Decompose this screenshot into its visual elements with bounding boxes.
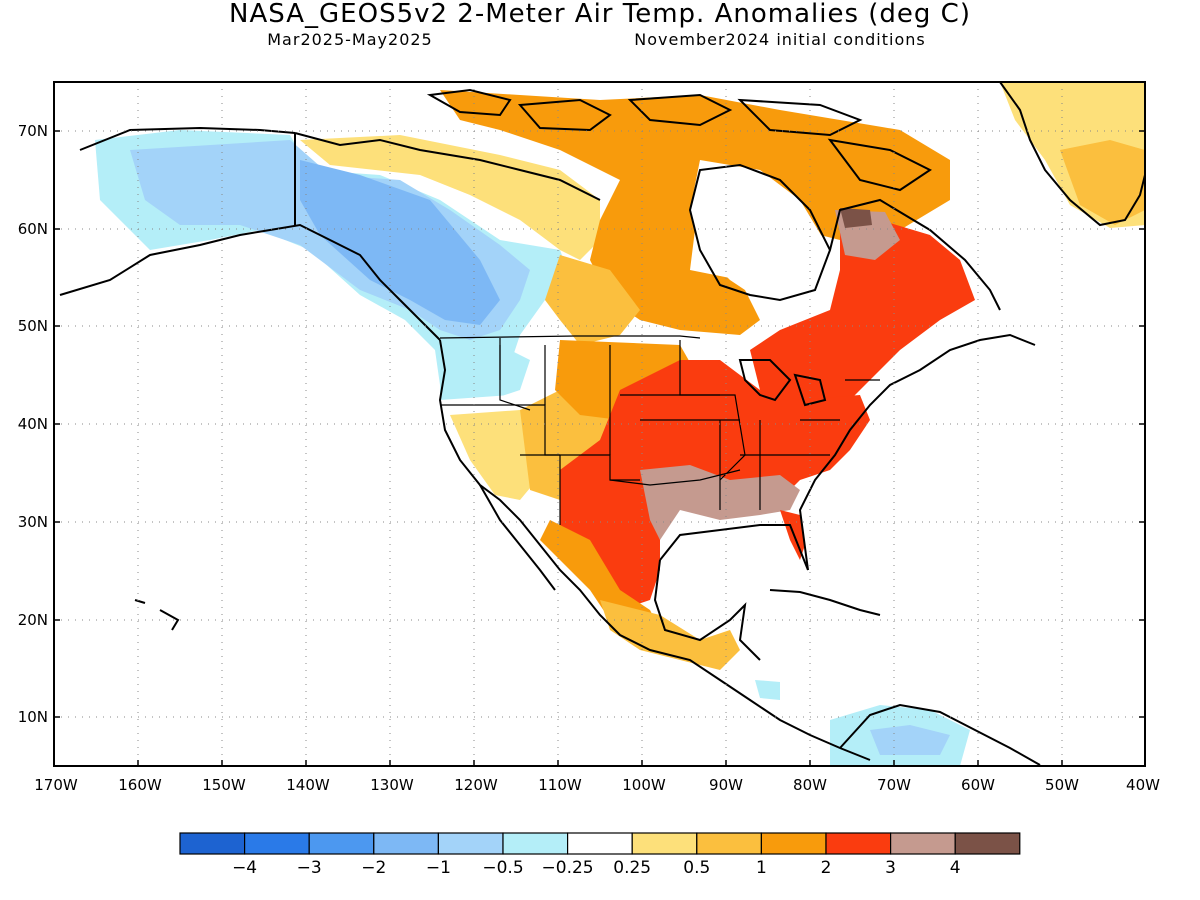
- lon-label-160w: 160W: [118, 776, 162, 794]
- lon-label-90w: 90W: [709, 776, 743, 794]
- lon-label-60w: 60W: [961, 776, 995, 794]
- map-subtitle-period: Mar2025-May2025: [267, 30, 432, 49]
- lon-label-100w: 100W: [622, 776, 666, 794]
- lon-label-40w: 40W: [1126, 776, 1160, 794]
- central-america-cool: [755, 680, 780, 700]
- colorbar-label: 0.5: [683, 858, 710, 878]
- lat-label-20n: 20N: [18, 611, 48, 629]
- colorbar-swatch: [954, 832, 1021, 855]
- anomaly-field: [95, 82, 1145, 766]
- colorbar-swatch: [825, 832, 892, 855]
- lon-label-140w: 140W: [286, 776, 330, 794]
- colorbar-label: −1: [426, 858, 451, 878]
- colorbar-label: 1: [756, 858, 767, 878]
- axis-ticks: [54, 130, 1145, 766]
- lon-label-50w: 50W: [1045, 776, 1079, 794]
- colorbar-label: −2: [361, 858, 386, 878]
- colorbar-swatch: [502, 832, 569, 855]
- lat-label-60n: 60N: [18, 220, 48, 238]
- colorbar-swatch: [373, 832, 439, 855]
- map-subtitle-conditions: November2024 initial conditions: [634, 30, 925, 49]
- lon-label-170w: 170W: [34, 776, 78, 794]
- alaska-cold-strong: [300, 160, 500, 325]
- colorbar-label: −4: [232, 858, 257, 878]
- lon-label-120w: 120W: [454, 776, 498, 794]
- colorbar-swatch: [566, 832, 633, 855]
- colorbar-swatch: [889, 832, 956, 855]
- lon-label-80w: 80W: [793, 776, 827, 794]
- colorbar-swatch: [244, 832, 310, 855]
- coastlines: [59, 82, 1145, 766]
- lat-label-40n: 40N: [18, 415, 48, 433]
- lon-label-150w: 150W: [202, 776, 246, 794]
- colorbar-label: 4: [950, 858, 961, 878]
- colorbar-swatch: [631, 832, 698, 855]
- colorbar-swatch: [696, 832, 762, 855]
- labrador-darkbrown: [840, 208, 872, 228]
- colorbar-label: −0.25: [542, 858, 594, 878]
- arctic-warm-region: [300, 135, 600, 260]
- mexico-warm-light: [600, 600, 740, 670]
- hudson-bay-area: [690, 160, 830, 300]
- colorbar: −4 −3 −2 −1 −0.5 −0.25 0.25 0.5 1 2 3 4: [179, 832, 1021, 878]
- lon-label-130w: 130W: [370, 776, 414, 794]
- political-borders: [439, 335, 880, 525]
- colorbar-swatch: [437, 832, 504, 855]
- map-title: NASA_GEOS5v2 2-Meter Air Temp. Anomalies…: [229, 0, 971, 29]
- greenland-warm-core: [1060, 140, 1145, 225]
- colorbar-swatch: [308, 832, 375, 855]
- colorbar-label: 3: [885, 858, 896, 878]
- canada-light-warm: [545, 255, 640, 345]
- colorbar-label: 0.25: [613, 858, 651, 878]
- lon-label-70w: 70W: [877, 776, 911, 794]
- longitude-labels: 170W 160W 150W 140W 130W 120W 110W 100W …: [34, 776, 1160, 794]
- colorbar-label: −3: [297, 858, 322, 878]
- eastern-canada-hot: [750, 215, 975, 410]
- western-us-cold: [440, 345, 530, 405]
- colorbar-swatch: [760, 832, 827, 855]
- lon-label-110w: 110W: [538, 776, 582, 794]
- lat-label-70n: 70N: [18, 122, 48, 140]
- lat-label-50n: 50N: [18, 317, 48, 335]
- latitude-labels: 70N 60N 50N 40N 30N 20N 10N: [18, 122, 48, 726]
- colorbar-label: −0.5: [482, 858, 523, 878]
- colorbar-swatch: [179, 832, 246, 855]
- lat-label-30n: 30N: [18, 513, 48, 531]
- lat-label-10n: 10N: [18, 708, 48, 726]
- colorbar-label: 2: [821, 858, 832, 878]
- south-america-cool-core: [870, 725, 950, 755]
